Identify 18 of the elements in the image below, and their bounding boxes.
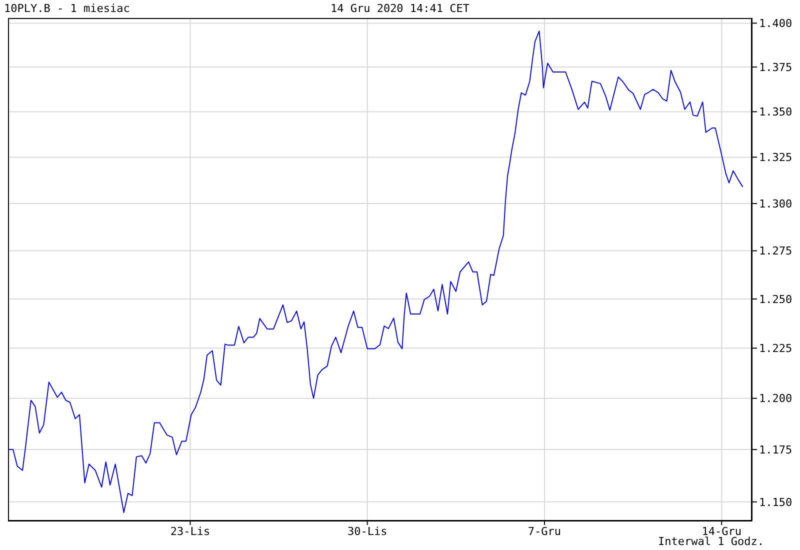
y-tick-label: 1.200 (759, 392, 792, 406)
chart-title: 10PLY.B - 1 miesiac (4, 2, 130, 15)
y-tick-label: 1.225 (759, 342, 792, 356)
x-tick-label: 14-Gru (702, 524, 742, 538)
text: Interwal 1 Godz. (658, 535, 764, 548)
x-tick-label: 30-Lis (347, 524, 388, 538)
y-tick-label: 1.275 (759, 244, 792, 258)
y-tick-label: 1.325 (759, 151, 792, 164)
chart-subtitle: 14 Gru 2020 14:41 CET (330, 2, 470, 15)
x-tick-label: 7-Gru (528, 524, 562, 538)
y-tick-label: 1.400 (759, 17, 792, 30)
y-tick-label: 1.350 (759, 106, 792, 119)
x-tick-label: 23-Lis (170, 524, 210, 538)
y-tick-label: 1.300 (759, 197, 792, 210)
y-tick-label: 1.150 (759, 496, 792, 509)
y-tick-label: 1.175 (759, 443, 792, 456)
y-tick-label: 1.250 (759, 292, 792, 306)
y-tick-label: 1.375 (759, 60, 792, 74)
